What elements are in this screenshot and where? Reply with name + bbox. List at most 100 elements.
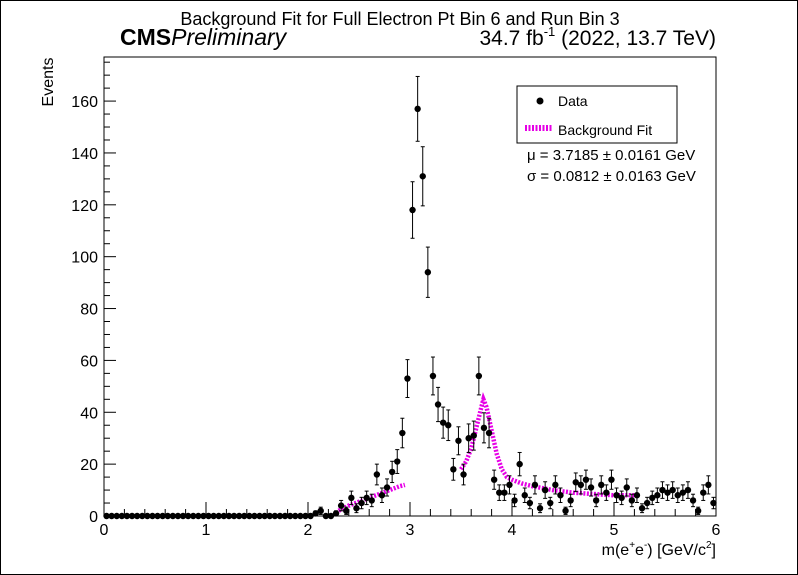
y-tick-label: 0 bbox=[89, 509, 98, 526]
data-marker bbox=[419, 173, 426, 180]
xlabel-sup1: + bbox=[629, 540, 635, 551]
y-tick-label: 120 bbox=[71, 198, 98, 215]
data-point bbox=[348, 490, 355, 506]
data-marker bbox=[496, 489, 503, 496]
data-marker bbox=[343, 507, 350, 515]
data-marker bbox=[659, 486, 666, 494]
data-point bbox=[577, 475, 585, 495]
data-point bbox=[613, 487, 620, 504]
data-point bbox=[256, 512, 263, 520]
y-axis: 0 20 40 60 80 100 120 140 160 bbox=[71, 61, 116, 526]
data-marker bbox=[373, 471, 381, 478]
data-point bbox=[200, 512, 207, 520]
data-point bbox=[475, 356, 483, 396]
data-marker bbox=[557, 492, 564, 499]
data-marker bbox=[526, 499, 534, 507]
data-marker bbox=[654, 492, 661, 499]
data-point bbox=[246, 512, 253, 520]
data-marker bbox=[603, 489, 610, 496]
lumi-value: 34.7 fb bbox=[479, 27, 543, 50]
data-marker bbox=[235, 512, 243, 520]
data-marker bbox=[694, 507, 702, 515]
y-tick-label: 80 bbox=[80, 302, 98, 319]
data-point bbox=[225, 512, 233, 520]
data-marker bbox=[317, 507, 324, 515]
xlabel-sup3: 2 bbox=[706, 540, 712, 551]
data-marker bbox=[516, 460, 523, 468]
data-marker bbox=[103, 512, 110, 520]
data-marker bbox=[562, 507, 569, 515]
data-marker bbox=[307, 512, 314, 520]
data-point bbox=[409, 181, 416, 239]
x-tick-label: 2 bbox=[304, 522, 313, 539]
data-point bbox=[286, 512, 294, 520]
data-marker bbox=[195, 512, 202, 520]
data-marker bbox=[475, 372, 483, 380]
data-marker bbox=[577, 481, 585, 489]
data-point bbox=[179, 512, 187, 520]
data-point bbox=[266, 512, 273, 520]
data-marker bbox=[144, 512, 151, 520]
data-point bbox=[215, 512, 222, 520]
legend-data-marker bbox=[536, 97, 544, 105]
data-point bbox=[307, 512, 314, 520]
data-point bbox=[659, 481, 666, 499]
data-point bbox=[526, 496, 534, 510]
data-point bbox=[358, 496, 365, 510]
data-point bbox=[664, 484, 671, 501]
data-point bbox=[450, 457, 457, 481]
data-marker bbox=[700, 489, 707, 496]
fit-segment bbox=[337, 482, 406, 513]
data-point bbox=[490, 469, 498, 490]
data-marker bbox=[220, 512, 228, 520]
data-point bbox=[164, 512, 171, 520]
data-marker bbox=[205, 512, 212, 520]
data-marker bbox=[123, 512, 131, 520]
data-point bbox=[618, 490, 625, 506]
data-marker bbox=[445, 422, 452, 429]
data-marker bbox=[567, 497, 574, 504]
data-point bbox=[511, 493, 518, 508]
data-point bbox=[552, 475, 559, 495]
data-point bbox=[276, 512, 284, 520]
x-tick-label: 5 bbox=[610, 522, 619, 539]
data-marker bbox=[363, 494, 370, 502]
y-axis-label: Events bbox=[40, 58, 57, 107]
data-point bbox=[654, 487, 661, 504]
data-marker bbox=[460, 471, 467, 478]
data-marker bbox=[531, 481, 539, 489]
data-point bbox=[679, 484, 687, 501]
data-point bbox=[174, 512, 182, 520]
data-point bbox=[557, 487, 564, 504]
data-marker bbox=[271, 512, 279, 520]
data-point bbox=[343, 506, 350, 515]
data-point bbox=[251, 512, 258, 520]
data-marker bbox=[439, 419, 447, 426]
y-tick-label: 60 bbox=[80, 353, 98, 370]
fit-param-mu: μ = 3.7185 ± 0.0161 GeV bbox=[527, 147, 695, 164]
data-point bbox=[521, 487, 528, 504]
xlabel-post: ) [GeV/c bbox=[647, 542, 706, 559]
data-marker bbox=[297, 512, 304, 520]
data-point bbox=[128, 512, 136, 520]
data-marker bbox=[368, 497, 375, 504]
data-point bbox=[205, 512, 212, 520]
data-marker bbox=[286, 512, 294, 520]
data-marker bbox=[215, 512, 222, 520]
data-point bbox=[501, 484, 508, 501]
data-marker bbox=[547, 499, 554, 507]
data-marker bbox=[322, 512, 330, 520]
data-point bbox=[337, 499, 345, 512]
data-point bbox=[628, 493, 636, 508]
data-marker bbox=[679, 489, 687, 496]
fit-segment bbox=[459, 392, 635, 498]
data-marker bbox=[184, 512, 192, 520]
data-point bbox=[424, 246, 432, 298]
data-point bbox=[674, 487, 681, 504]
data-marker bbox=[210, 512, 217, 520]
data-marker bbox=[118, 512, 126, 520]
xlabel-sup2: - bbox=[644, 540, 647, 551]
data-marker bbox=[490, 476, 498, 483]
data-point bbox=[633, 487, 641, 504]
data-point bbox=[649, 490, 656, 506]
